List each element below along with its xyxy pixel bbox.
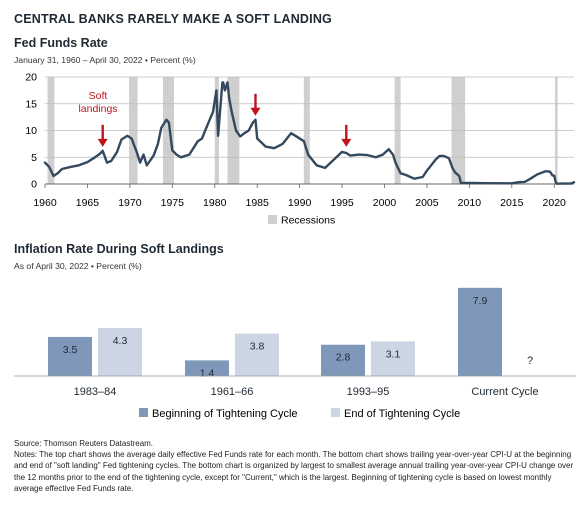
x-tick-label: 2000	[373, 197, 397, 209]
x-tick-label: 2015	[500, 197, 524, 209]
bar-chart-title: Inflation Rate During Soft Landings	[14, 242, 224, 256]
bar-value-label: ?	[527, 355, 533, 367]
x-axis: 1960 1965 1970 1975 1980 1985 1990 1995 2000 2005…	[33, 184, 566, 209]
recession-legend: Recessions	[268, 215, 335, 227]
x-tick-label: 1970	[118, 197, 142, 209]
recession-legend-label: Recessions	[281, 215, 335, 227]
bar-value-label: 2.8	[336, 352, 351, 364]
bar-value-label: 7.9	[473, 295, 488, 307]
source-note: Source: Thomson Reuters Datastream.	[14, 439, 154, 448]
bar-value-label: 4.3	[113, 335, 128, 347]
x-tick-label: 1985	[245, 197, 269, 209]
x-tick-label: 1995	[330, 197, 354, 209]
soft-landing-label-line2: landings	[78, 103, 117, 115]
legend-swatch-end	[331, 408, 340, 417]
bar-end	[98, 328, 142, 376]
line-chart-subtitle: January 31, 1960 – April 30, 2022 • Perc…	[14, 55, 196, 65]
category-label: 1983–84	[74, 386, 117, 398]
bar-value-label: 1.4	[200, 367, 215, 379]
x-tick-label: 1960	[33, 197, 57, 209]
fed-funds-chart: 0 5 10 15 20 1960 1965 1970 1975 1980 1985 1990 199…	[25, 72, 576, 227]
bar-end	[371, 341, 415, 376]
legend-label-end: End of Tightening Cycle	[344, 408, 460, 420]
y-tick-label: 5	[31, 152, 37, 164]
notes-text: Notes: The top chart shows the average d…	[14, 450, 574, 493]
fed-funds-line	[43, 81, 576, 185]
bar-beginning	[458, 287, 502, 376]
x-tick-label: 1980	[203, 197, 227, 209]
soft-landing-label-line1: Soft	[89, 90, 108, 102]
x-tick-label: 2010	[458, 197, 482, 209]
line-chart-title: Fed Funds Rate	[14, 36, 108, 50]
x-tick-label: 1965	[76, 197, 100, 209]
bar-groups: 3.5 4.3 1983–84 1.4 3.8 1961–66 2.8 3.1 1993–95 7…	[48, 287, 539, 398]
soft-landing-arrow-head	[250, 107, 261, 116]
x-tick-label: 1975	[161, 197, 185, 209]
bar-beginning	[185, 360, 229, 376]
category-label: 1961–66	[211, 386, 254, 398]
x-tick-label: 2020	[543, 197, 567, 209]
inflation-chart: 3.5 4.3 1983–84 1.4 3.8 1961–66 2.8 3.1 1993–95 7…	[14, 287, 576, 420]
y-tick-label: 15	[25, 98, 37, 110]
y-tick-label: 0	[31, 179, 37, 191]
soft-landing-arrow-head	[97, 138, 108, 147]
x-tick-label: 1990	[288, 197, 312, 209]
bar-beginning	[321, 344, 365, 376]
soft-landing-arrow-head	[341, 138, 352, 147]
bar-end	[235, 333, 279, 376]
bar-value-label: 3.5	[63, 344, 78, 356]
category-label: 1993–95	[347, 386, 390, 398]
page-title: CENTRAL BANKS RARELY MAKE A SOFT LANDING	[14, 12, 332, 26]
category-label: Current Cycle	[471, 386, 538, 398]
recession-legend-swatch	[268, 215, 277, 224]
y-tick-label: 10	[25, 125, 37, 137]
soft-landing-annotation: Soft landings	[78, 90, 352, 147]
y-tick-label: 20	[25, 72, 37, 84]
bar-legend: Beginning of Tightening Cycle End of Tig…	[139, 408, 460, 420]
legend-label-beginning: Beginning of Tightening Cycle	[152, 408, 298, 420]
y-axis: 0 5 10 15 20	[25, 72, 574, 191]
bar-value-label: 3.1	[386, 348, 401, 360]
bar-beginning	[48, 336, 92, 376]
bar-value-label: 3.8	[250, 341, 265, 353]
notes-section: Source: Thomson Reuters Datastream. Note…	[14, 438, 580, 494]
legend-swatch-beginning	[139, 408, 148, 417]
x-tick-label: 2005	[415, 197, 439, 209]
bar-chart-subtitle: As of April 30, 2022 • Percent (%)	[14, 261, 142, 271]
